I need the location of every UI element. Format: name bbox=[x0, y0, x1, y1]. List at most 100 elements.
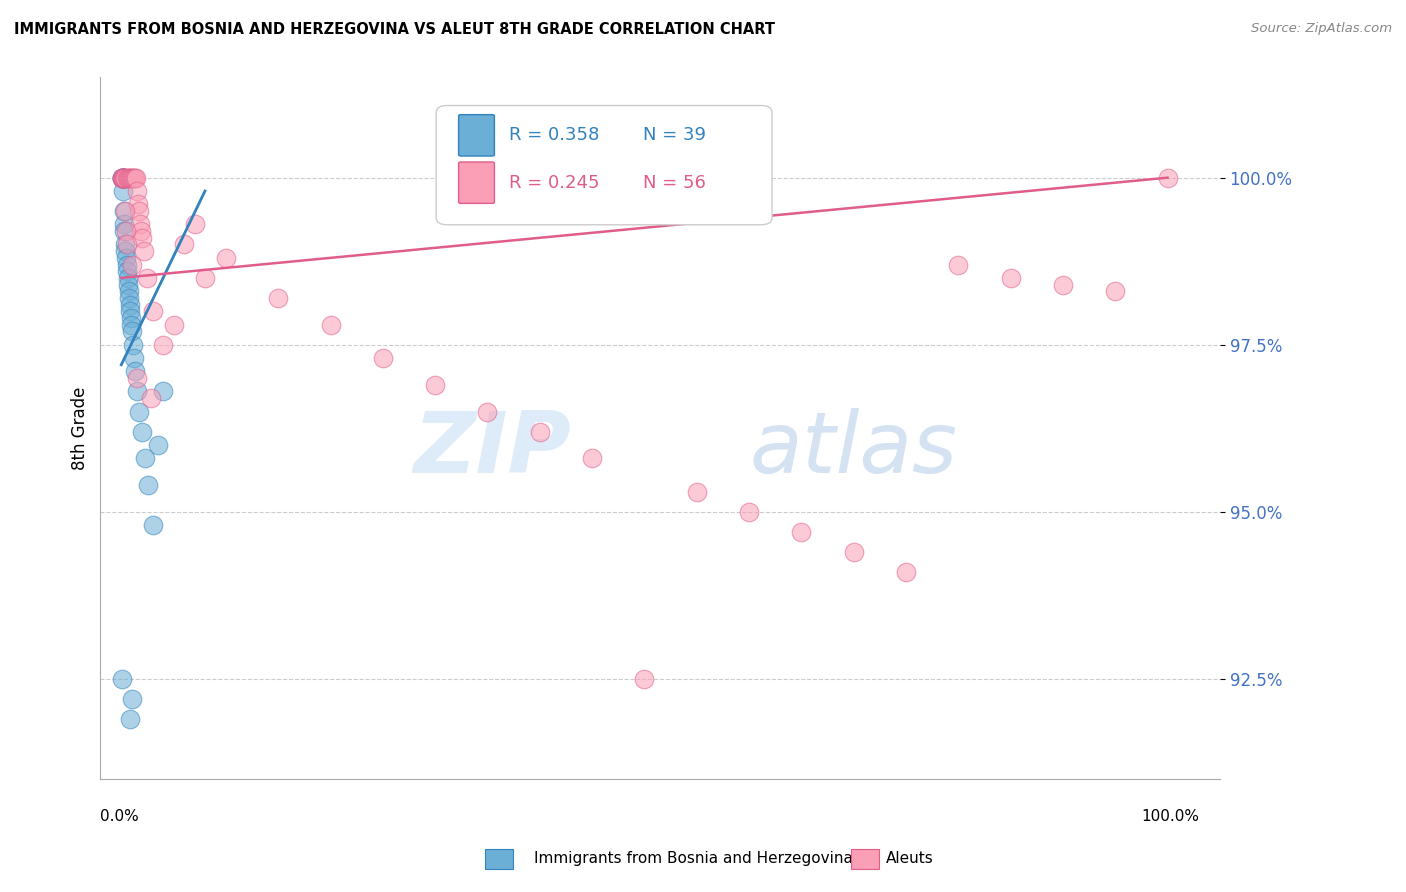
Point bbox=[131, 425, 153, 439]
Point bbox=[111, 672, 134, 686]
Point bbox=[134, 451, 156, 466]
Point bbox=[125, 384, 148, 399]
Point bbox=[112, 170, 135, 185]
Point bbox=[686, 484, 709, 499]
Point bbox=[423, 377, 446, 392]
Point bbox=[319, 318, 342, 332]
Point bbox=[790, 524, 813, 539]
Point bbox=[371, 351, 394, 365]
Text: 100.0%: 100.0% bbox=[1140, 809, 1199, 824]
Point bbox=[115, 170, 138, 185]
Point bbox=[128, 204, 150, 219]
Point bbox=[152, 337, 174, 351]
Point bbox=[162, 318, 184, 332]
Point bbox=[120, 310, 142, 325]
Point bbox=[894, 565, 917, 579]
Text: N = 39: N = 39 bbox=[644, 127, 706, 145]
Text: 0.0%: 0.0% bbox=[100, 809, 139, 824]
Text: R = 0.358: R = 0.358 bbox=[509, 127, 599, 145]
Point bbox=[1052, 277, 1074, 292]
Point bbox=[136, 271, 159, 285]
Point bbox=[111, 170, 134, 185]
Text: R = 0.245: R = 0.245 bbox=[509, 174, 599, 192]
FancyBboxPatch shape bbox=[458, 115, 495, 156]
Point bbox=[124, 170, 146, 185]
Point bbox=[142, 518, 165, 533]
Point bbox=[125, 184, 148, 198]
Point bbox=[118, 291, 141, 305]
Point bbox=[112, 218, 135, 232]
Point bbox=[114, 244, 136, 259]
Point bbox=[738, 505, 761, 519]
Point bbox=[948, 258, 970, 272]
Point bbox=[112, 224, 135, 238]
Point bbox=[122, 351, 145, 365]
Point bbox=[125, 170, 148, 185]
Point bbox=[118, 298, 141, 312]
Point bbox=[1000, 271, 1022, 285]
Point bbox=[127, 197, 149, 211]
Point bbox=[120, 170, 142, 185]
Point bbox=[173, 237, 195, 252]
Point bbox=[131, 231, 153, 245]
Text: IMMIGRANTS FROM BOSNIA AND HERZEGOVINA VS ALEUT 8TH GRADE CORRELATION CHART: IMMIGRANTS FROM BOSNIA AND HERZEGOVINA V… bbox=[14, 22, 775, 37]
Point bbox=[118, 712, 141, 726]
Point bbox=[129, 218, 152, 232]
Point bbox=[122, 170, 145, 185]
Point bbox=[115, 251, 138, 265]
Point bbox=[121, 170, 143, 185]
Point bbox=[112, 170, 135, 185]
Point bbox=[112, 204, 135, 219]
Point bbox=[633, 672, 655, 686]
Point bbox=[114, 204, 136, 219]
Point bbox=[121, 258, 143, 272]
Point bbox=[134, 244, 156, 259]
Point bbox=[118, 170, 141, 185]
Point bbox=[112, 170, 135, 185]
FancyBboxPatch shape bbox=[436, 105, 772, 225]
Point bbox=[152, 384, 174, 399]
Point bbox=[115, 224, 138, 238]
Point bbox=[114, 170, 136, 185]
Text: Aleuts: Aleuts bbox=[886, 851, 934, 865]
Point bbox=[142, 304, 165, 318]
Y-axis label: 8th Grade: 8th Grade bbox=[72, 386, 89, 470]
Point bbox=[215, 251, 238, 265]
Point bbox=[117, 277, 139, 292]
Text: Source: ZipAtlas.com: Source: ZipAtlas.com bbox=[1251, 22, 1392, 36]
Point bbox=[117, 170, 139, 185]
Point bbox=[112, 184, 135, 198]
Point bbox=[124, 364, 146, 378]
Point bbox=[111, 170, 134, 185]
Point bbox=[120, 318, 142, 332]
Point bbox=[139, 391, 162, 405]
Point bbox=[121, 337, 143, 351]
Point bbox=[111, 170, 134, 185]
Point bbox=[117, 170, 139, 185]
Point bbox=[138, 478, 160, 492]
Point bbox=[842, 545, 865, 559]
Point bbox=[1104, 285, 1126, 299]
Point bbox=[128, 404, 150, 418]
Point bbox=[114, 237, 136, 252]
Point bbox=[183, 218, 205, 232]
Point bbox=[117, 285, 139, 299]
Point bbox=[125, 371, 148, 385]
Point bbox=[111, 170, 134, 185]
Text: N = 56: N = 56 bbox=[644, 174, 706, 192]
Point bbox=[121, 170, 143, 185]
Text: ZIP: ZIP bbox=[413, 408, 571, 491]
Point bbox=[115, 258, 138, 272]
Point bbox=[121, 324, 143, 338]
Point bbox=[267, 291, 290, 305]
Point bbox=[529, 425, 551, 439]
Point bbox=[581, 451, 603, 466]
Point bbox=[120, 304, 142, 318]
Point bbox=[111, 170, 134, 185]
FancyBboxPatch shape bbox=[458, 162, 495, 203]
Text: atlas: atlas bbox=[749, 408, 957, 491]
Point bbox=[117, 271, 139, 285]
Point bbox=[111, 170, 134, 185]
Point bbox=[112, 170, 135, 185]
Point bbox=[1156, 170, 1178, 185]
